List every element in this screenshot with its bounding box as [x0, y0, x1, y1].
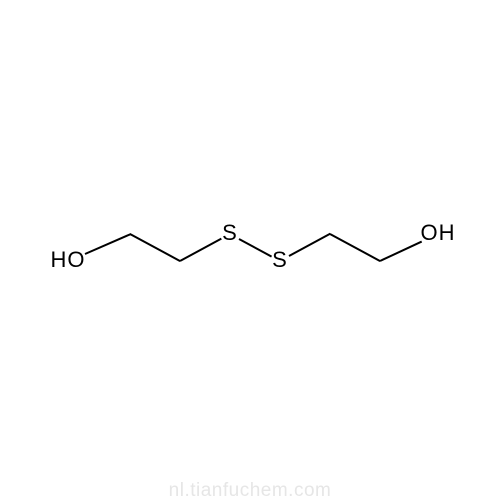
molecule-canvas: HO S S OH nl.tianfuchem.com: [0, 0, 500, 500]
atom-OH_right: OH: [421, 220, 456, 246]
bond-1: [130, 233, 181, 262]
bond-4: [288, 233, 330, 257]
bond-6: [380, 241, 423, 262]
atom-HO_left: HO: [51, 247, 86, 273]
bond-3: [238, 238, 271, 257]
bond-2: [180, 238, 222, 262]
atom-S1: S: [222, 220, 238, 246]
watermark-text: nl.tianfuchem.com: [169, 480, 332, 502]
bond-5: [330, 233, 381, 262]
bond-0: [84, 233, 130, 255]
atom-S2: S: [272, 247, 288, 273]
